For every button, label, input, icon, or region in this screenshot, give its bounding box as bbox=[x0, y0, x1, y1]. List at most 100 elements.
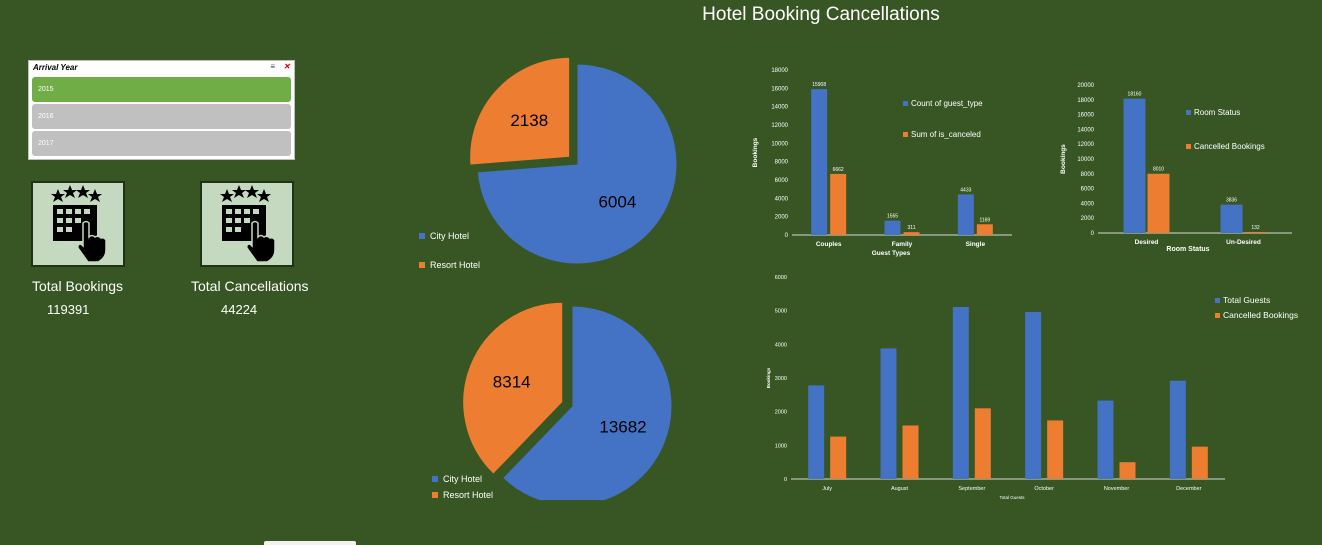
slicer-title: Arrival Year bbox=[33, 63, 78, 72]
bar bbox=[880, 348, 897, 479]
legend-swatch bbox=[903, 101, 908, 106]
legend-label: Room Status bbox=[1194, 108, 1240, 117]
bar-data-label: 1565 bbox=[887, 214, 898, 220]
y-tick-label: 0 bbox=[1091, 231, 1095, 237]
bar bbox=[1123, 98, 1146, 233]
total-cancellations-value: 44224 bbox=[221, 302, 258, 317]
x-tick-label: November bbox=[1104, 486, 1130, 492]
pie-data-label: 6004 bbox=[598, 192, 636, 211]
y-tick-label: 10000 bbox=[1077, 157, 1094, 163]
x-tick-label: Desired bbox=[1135, 239, 1159, 246]
slicer-item-2016[interactable]: 2016 bbox=[32, 104, 291, 129]
x-tick-label: Single bbox=[966, 241, 986, 248]
bar bbox=[1025, 312, 1042, 479]
bar-data-label: 4433 bbox=[960, 187, 971, 193]
x-tick-label: October bbox=[1034, 486, 1054, 492]
x-tick-label: Family bbox=[892, 241, 913, 248]
bar-data-label: 15908 bbox=[812, 82, 826, 88]
y-tick-label: 20000 bbox=[1077, 83, 1094, 89]
y-tick-label: 18000 bbox=[1077, 98, 1094, 104]
bar-data-label: 18160 bbox=[1128, 92, 1142, 98]
y-tick-label: 4000 bbox=[775, 196, 789, 202]
y-tick-label: 0 bbox=[784, 477, 787, 483]
hotel-tap-icon bbox=[200, 181, 294, 267]
bar-data-label: 3836 bbox=[1226, 198, 1237, 204]
total-bookings-label: Total Bookings bbox=[32, 278, 124, 294]
y-tick-label: 6000 bbox=[775, 178, 789, 184]
bar bbox=[976, 224, 993, 235]
pie-data-label: 8314 bbox=[493, 373, 531, 392]
legend-swatch bbox=[1186, 110, 1191, 115]
bar-data-label: 8010 bbox=[1153, 167, 1164, 173]
legend-swatch bbox=[419, 262, 425, 268]
y-tick-label: 2000 bbox=[775, 215, 789, 221]
total-cancellations-label: Total Cancellations bbox=[191, 278, 309, 294]
bar bbox=[1119, 462, 1136, 479]
x-tick-label: September bbox=[958, 486, 985, 492]
bar bbox=[903, 232, 920, 235]
room-status-bar-chart: 0 2000 4000 6000 8000 10000 12000 14000 16000 180… bbox=[1060, 83, 1292, 253]
y-tick-label: 12000 bbox=[1077, 142, 1094, 148]
multi-select-icon[interactable]: ≡ bbox=[270, 62, 276, 71]
bar bbox=[1244, 232, 1267, 233]
page-title: Hotel Booking Cancellations bbox=[702, 4, 940, 25]
pie2-legend-city: City Hotel bbox=[432, 474, 482, 484]
y-tick-label: 10000 bbox=[771, 141, 788, 147]
pie-slice bbox=[462, 301, 564, 475]
legend-label: City Hotel bbox=[443, 474, 483, 484]
x-axis-title: Total Guests bbox=[999, 495, 1025, 500]
legend-label: Cancelled Bookings bbox=[1223, 310, 1298, 320]
y-tick-label: 12000 bbox=[771, 123, 788, 129]
y-tick-label: 5000 bbox=[775, 309, 787, 315]
scroll-indicator[interactable] bbox=[264, 541, 356, 545]
bar-data-label: 1169 bbox=[979, 217, 990, 223]
pie2-legend-resort: Resort Hotel bbox=[432, 490, 493, 500]
legend-swatch bbox=[1215, 298, 1220, 303]
bar bbox=[1191, 446, 1208, 479]
pie1-legend-resort: Resort Hotel bbox=[419, 260, 480, 270]
bar bbox=[902, 425, 919, 479]
total-bookings-value: 119391 bbox=[47, 302, 90, 317]
arrival-year-slicer[interactable]: Arrival Year ≡ ✕ 2015 2016 2017 bbox=[28, 60, 295, 160]
legend-swatch bbox=[419, 233, 425, 239]
y-tick-label: 18000 bbox=[771, 68, 788, 74]
bar bbox=[974, 408, 991, 479]
y-tick-label: 16000 bbox=[1077, 113, 1094, 119]
pie-data-label: 2138 bbox=[510, 111, 548, 130]
y-tick-label: 1000 bbox=[775, 443, 787, 449]
y-tick-label: 3000 bbox=[775, 376, 787, 382]
legend-label: Sum of is_canceled bbox=[911, 130, 981, 139]
slicer-header: Arrival Year ≡ ✕ bbox=[29, 61, 294, 75]
legend-label: Resort Hotel bbox=[430, 260, 481, 270]
x-axis-title: Room Status bbox=[1166, 246, 1209, 253]
bar bbox=[1047, 420, 1064, 479]
pie-chart-1: 6004 2138 bbox=[469, 56, 678, 265]
legend-label: Cancelled Bookings bbox=[1194, 142, 1265, 151]
y-tick-label: 4000 bbox=[1081, 201, 1095, 207]
bar bbox=[884, 220, 901, 235]
y-tick-label: 6000 bbox=[1081, 187, 1095, 193]
hotel-tap-icon bbox=[31, 181, 125, 267]
y-axis-title: Bookings bbox=[752, 137, 759, 167]
y-tick-label: 8000 bbox=[775, 160, 789, 166]
bar-data-label: 311 bbox=[908, 225, 916, 231]
bar bbox=[1147, 173, 1170, 233]
legend-swatch bbox=[1186, 144, 1191, 149]
y-tick-label: 0 bbox=[785, 233, 789, 239]
legend-label: Resort Hotel bbox=[443, 490, 494, 500]
legend-swatch bbox=[1215, 313, 1220, 318]
bar bbox=[957, 194, 974, 235]
bar bbox=[1220, 204, 1243, 233]
y-tick-label: 6000 bbox=[775, 275, 787, 281]
x-axis-title: Guest Types bbox=[872, 250, 911, 257]
bar-data-label: 6662 bbox=[833, 167, 844, 173]
clear-filter-icon[interactable]: ✕ bbox=[283, 62, 290, 71]
slicer-item-2017[interactable]: 2017 bbox=[32, 131, 291, 156]
slicer-item-2015[interactable]: 2015 bbox=[32, 77, 291, 102]
y-tick-label: 4000 bbox=[775, 342, 787, 348]
bar-data-label: 132 bbox=[1251, 225, 1260, 231]
monthly-guests-bar-chart: 0 1000 2000 3000 4000 5000 6000 July August Septe… bbox=[766, 275, 1298, 500]
y-tick-label: 16000 bbox=[771, 86, 788, 92]
legend-swatch bbox=[903, 132, 908, 137]
bar bbox=[1169, 380, 1186, 479]
